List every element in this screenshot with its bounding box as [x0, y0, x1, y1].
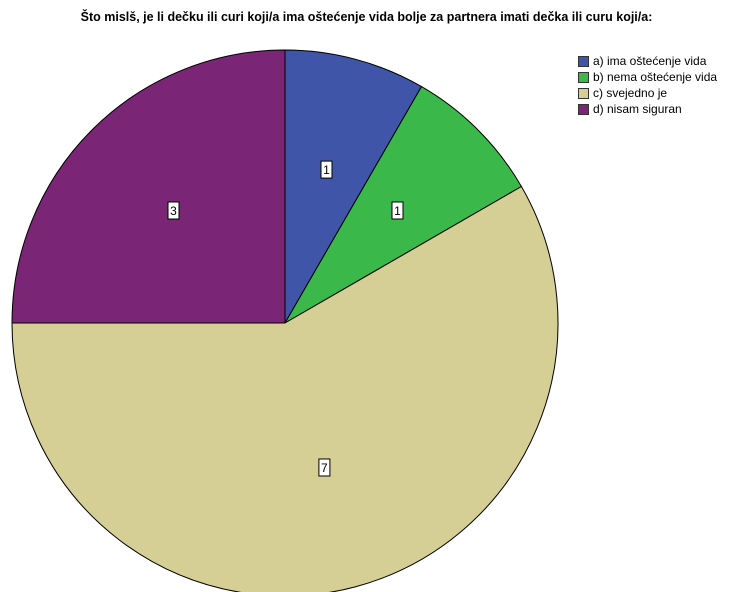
slice-data-label: 3 [167, 201, 180, 220]
legend-swatch [578, 55, 589, 67]
legend-swatch [578, 71, 589, 83]
legend-swatch [578, 103, 589, 115]
svg-text:7: 7 [321, 461, 328, 475]
slice-data-label: 1 [320, 160, 333, 179]
legend-label: a) ima oštećenje vida [593, 54, 707, 68]
legend-item: b) nema oštećenje vida [578, 69, 717, 85]
pie-slice [284, 49, 423, 325]
svg-text:1: 1 [394, 204, 401, 218]
legend-label: b) nema oštećenje vida [593, 70, 718, 84]
legend-item: c) svejedno je [578, 85, 717, 101]
svg-text:3: 3 [170, 204, 177, 218]
legend-label: c) svejedno je [593, 86, 668, 100]
legend-label: d) nisam siguran [593, 102, 682, 116]
pie-slice [11, 185, 559, 592]
slice-data-label: 7 [318, 458, 331, 477]
slice-data-label: 1 [391, 201, 404, 220]
chart-legend: a) ima oštećenje vida b) nema oštećenje v… [578, 53, 717, 117]
pie-slices [11, 49, 559, 592]
legend-swatch [578, 87, 589, 99]
pie-slice [11, 49, 286, 324]
svg-text:1: 1 [323, 163, 330, 177]
legend-item: a) ima oštećenje vida [578, 53, 717, 69]
legend-item: d) nisam siguran [578, 101, 717, 117]
chart-title: Što mislš, je li dečku ili curi koji/a i… [80, 10, 653, 24]
